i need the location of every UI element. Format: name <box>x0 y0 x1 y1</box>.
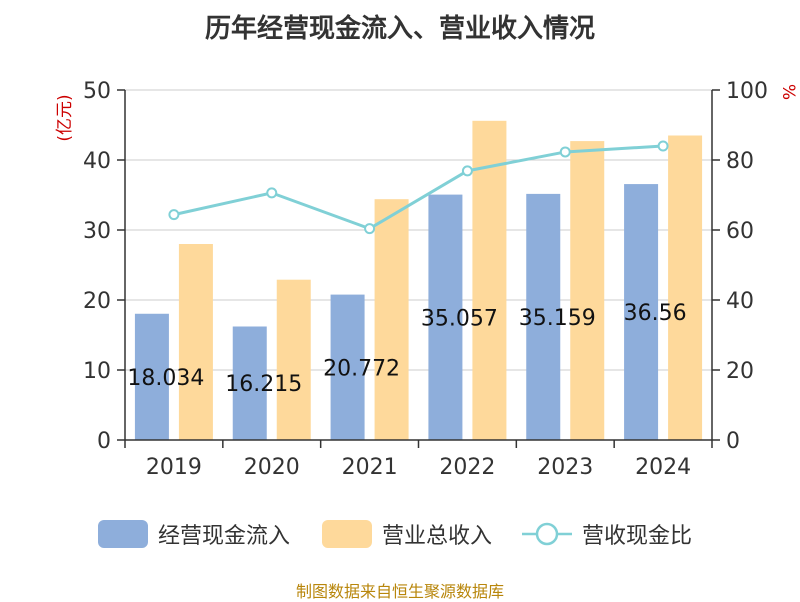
y-left-tick-label: 40 <box>83 149 111 174</box>
line-series <box>168 140 669 235</box>
bar-revenue <box>178 244 213 440</box>
bar-cash-inflow <box>624 184 659 440</box>
x-tick-label: 2022 <box>439 455 495 480</box>
data-labels: 18.034 16.215 20.772 35.057 35.159 36.56 <box>127 301 686 397</box>
bar-revenue <box>374 199 409 440</box>
x-tick-label: 2023 <box>537 455 593 480</box>
line-point <box>266 187 278 199</box>
line-point <box>364 223 376 235</box>
x-tick-label: 2019 <box>146 455 202 480</box>
legend-label-ratio: 营收现金比 <box>582 524 693 549</box>
y-right-tick-label: 100 <box>726 79 768 104</box>
y-right-tick-label: 20 <box>726 359 754 384</box>
bar-cash-inflow <box>232 326 267 440</box>
legend: 经营现金流入 营业总收入 营收现金比 <box>0 516 800 556</box>
bar-revenue <box>276 279 311 440</box>
data-label-cash-inflow: 16.215 <box>225 372 302 397</box>
legend-swatch-revenue <box>322 520 372 548</box>
bar-cash-inflow <box>428 194 463 440</box>
y-right-tick-label: 60 <box>726 219 754 244</box>
line-point <box>559 146 571 158</box>
bar-cash-inflow <box>526 193 561 440</box>
data-label-cash-inflow: 18.034 <box>127 366 204 391</box>
y-left-tick-label: 10 <box>83 359 111 384</box>
bar-cash-inflow <box>330 294 365 440</box>
y-right-tick-label: 0 <box>726 429 740 454</box>
y-left-unit-label: (亿元) <box>55 94 75 141</box>
legend-item-ratio[interactable]: 营收现金比 <box>522 516 692 552</box>
bar-revenue <box>570 141 605 440</box>
legend-label-cash-inflow: 经营现金流入 <box>158 524 291 549</box>
legend-item-revenue[interactable]: 营业总收入 <box>322 516 492 552</box>
data-label-cash-inflow: 36.56 <box>624 301 687 326</box>
legend-label-revenue: 营业总收入 <box>382 524 493 549</box>
source-note: 制图数据来自恒生聚源数据库 <box>295 582 504 601</box>
y-left-tick-label: 20 <box>83 289 111 314</box>
y-right-unit-label: % <box>778 84 798 100</box>
data-label-cash-inflow: 20.772 <box>323 356 400 381</box>
bar-cash-inflow <box>134 313 169 440</box>
x-tick-label: 2024 <box>635 455 691 480</box>
bar-revenue <box>668 135 703 440</box>
line-point <box>657 140 669 152</box>
line-point <box>461 165 473 177</box>
x-tick-label: 2020 <box>244 455 300 480</box>
line-ratio <box>173 144 664 231</box>
x-tick-label: 2021 <box>342 455 398 480</box>
y-left-tick-label: 0 <box>97 429 111 454</box>
y-left-tick-label: 30 <box>83 219 111 244</box>
bar-revenue <box>472 120 507 441</box>
legend-item-cash-inflow[interactable]: 经营现金流入 <box>98 516 290 552</box>
grid-lines <box>125 89 712 371</box>
line-point <box>168 209 180 221</box>
data-label-cash-inflow: 35.159 <box>519 306 596 331</box>
legend-line-marker-icon <box>522 522 572 546</box>
data-label-cash-inflow: 35.057 <box>421 306 498 331</box>
y-left-tick-label: 50 <box>83 79 111 104</box>
y-right-tick-label: 40 <box>726 289 754 314</box>
legend-swatch-cash-inflow <box>98 520 148 548</box>
y-right-tick-label: 80 <box>726 149 754 174</box>
bar-series <box>134 120 703 441</box>
chart-title: 历年经营现金流入、营业收入情况 <box>204 14 595 44</box>
